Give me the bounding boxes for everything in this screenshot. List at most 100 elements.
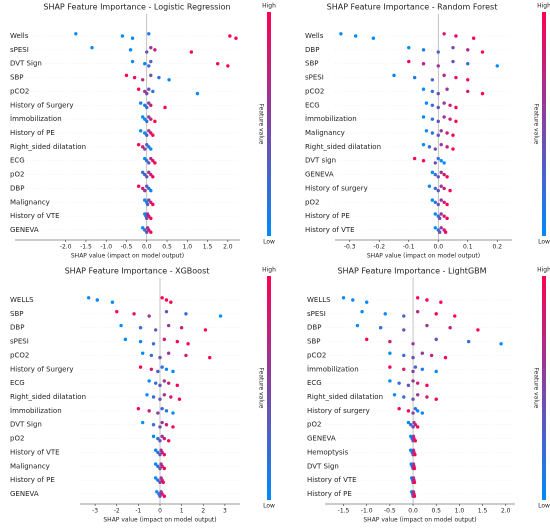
shap-point — [160, 450, 164, 455]
colorbar-high: High — [262, 3, 276, 10]
feature-label: Hemoptysis — [307, 448, 349, 456]
shap-point — [141, 78, 145, 82]
shap-point — [466, 78, 470, 82]
feature-label: İmmobilization — [10, 406, 62, 415]
x-tick-label: -1.0 — [100, 244, 112, 251]
shap-point — [160, 406, 164, 411]
shap-point — [166, 381, 171, 385]
feature-label: History of Surgery — [10, 365, 74, 373]
shap-point — [138, 339, 143, 344]
shap-point — [184, 312, 188, 316]
shap-point — [130, 36, 135, 40]
shap-point — [442, 172, 446, 177]
feature-label: History of VTE — [307, 476, 357, 484]
shap-point — [153, 381, 158, 385]
feature-label: DBP — [305, 46, 319, 54]
shap-point — [153, 119, 157, 124]
shap-point — [160, 492, 164, 496]
shap-point — [149, 367, 154, 371]
shap-point — [425, 395, 429, 399]
shap-point — [158, 439, 162, 443]
shap-point — [413, 439, 418, 443]
feature-label: pCO2 — [10, 87, 29, 95]
shap-point — [228, 34, 232, 38]
shap-point — [143, 117, 147, 121]
shap-point — [179, 326, 184, 330]
colorbar-label: Feature value — [258, 368, 265, 409]
shap-point — [145, 216, 149, 221]
shap-point — [158, 425, 162, 429]
shap-point — [155, 490, 159, 494]
shap-point — [445, 87, 449, 91]
shap-point — [147, 186, 151, 191]
shap-point — [433, 212, 437, 216]
shap-point — [136, 406, 141, 411]
feature-label: ECG — [305, 101, 320, 109]
shap-point — [149, 156, 153, 161]
shap-point — [160, 464, 164, 468]
shap-point — [415, 409, 420, 413]
shap-point — [156, 478, 160, 482]
feature-label: Right_sided dilatation — [307, 393, 383, 401]
feature-label: History of VTE — [305, 226, 355, 234]
x-tick-label: 1 — [180, 508, 184, 515]
shap-point — [433, 226, 437, 230]
x-tick-label: 1.0 — [455, 508, 465, 515]
shap-point — [480, 91, 485, 96]
panel-title: SHAP Feature Importance - LightGBM — [337, 267, 486, 276]
shap-point — [162, 466, 167, 471]
shap-point — [430, 117, 435, 121]
shap-point — [149, 103, 153, 107]
shap-point — [149, 131, 153, 135]
shap-point — [151, 434, 156, 439]
x-tick-label: -1.0 — [361, 508, 373, 515]
x-tick-label: -2.0 — [60, 244, 72, 251]
feature-label: SBP — [305, 60, 318, 68]
feature-label: Right_sided dilatation — [10, 143, 86, 151]
shap-point — [421, 87, 426, 91]
x-tick-label: 0.2 — [492, 244, 502, 251]
shap-point — [443, 355, 448, 360]
shap-point — [412, 156, 417, 161]
feature-label: sPESI — [307, 310, 326, 318]
feature-label: History of PE — [305, 212, 350, 220]
shap-point — [164, 298, 169, 302]
shap-point — [430, 131, 435, 135]
feature-label: ECG — [10, 157, 25, 165]
shap-point — [388, 351, 392, 355]
shap-point — [439, 198, 443, 202]
shap-point — [436, 64, 440, 68]
shap-point — [413, 406, 418, 411]
shap-point — [445, 202, 449, 207]
shap-point — [149, 188, 153, 193]
shap-point — [171, 411, 175, 415]
shap-point — [434, 337, 438, 342]
shap-point — [480, 50, 485, 54]
shap-point — [355, 323, 360, 328]
shap-point — [421, 115, 426, 119]
shap-point — [442, 161, 446, 165]
shap-point — [433, 186, 437, 191]
shap-point — [466, 62, 470, 66]
shap-point — [453, 314, 457, 318]
x-tick-label: -0.1 — [403, 244, 415, 251]
shap-point — [451, 45, 455, 50]
shap-point — [216, 62, 220, 66]
feature-label: History of VTE — [10, 448, 60, 456]
shap-point — [413, 452, 417, 457]
shap-point — [451, 147, 455, 151]
shap-point — [430, 198, 435, 202]
shap-point — [442, 32, 446, 36]
shap-point — [430, 78, 435, 82]
shap-point — [454, 119, 458, 124]
shap-point — [141, 420, 145, 425]
feature-label: ECG — [10, 379, 25, 387]
shap-point — [124, 73, 129, 78]
shap-point — [436, 188, 440, 193]
feature-label: Malignancy — [305, 129, 345, 137]
shap-point — [143, 172, 147, 177]
shap-point — [425, 323, 429, 328]
shap-point — [145, 91, 149, 96]
shap-point — [442, 115, 446, 119]
x-tick-label: -0.3 — [344, 244, 356, 251]
